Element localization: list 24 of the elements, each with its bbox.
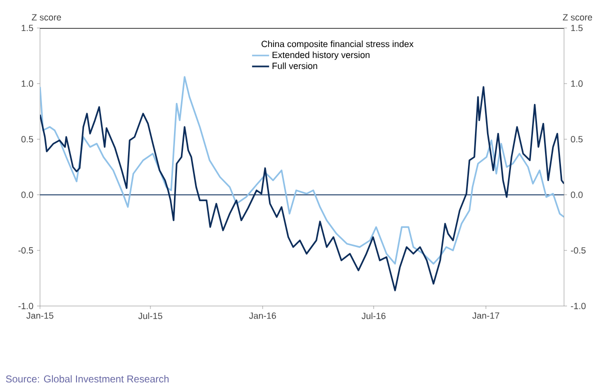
x-tick-label: Jul-15	[138, 312, 162, 320]
y2-tick-label: 0.0	[570, 192, 583, 198]
y-tick-label: 1.0	[22, 80, 34, 87]
y-tick-label: 0.0	[21, 192, 34, 198]
y-tick-label: 0.5	[21, 136, 34, 142]
y2-tick-label: 0.5	[570, 136, 583, 142]
y-tick-label: 1.5	[22, 24, 34, 32]
legend-label: Extended history version	[272, 51, 370, 60]
y-axis-title: Z score	[32, 14, 62, 20]
legend-title: China composite financial stress index	[262, 40, 414, 49]
y2-tick-label: 1.0	[571, 80, 583, 87]
x-tick-label: Jan-17	[472, 312, 500, 319]
y2-tick-label: 1.5	[571, 24, 583, 32]
source-note: Source: Global Investment Research	[6, 375, 169, 382]
x-tick-label: Jan-15	[26, 312, 54, 319]
x-tick-label: Jan-16	[249, 312, 276, 319]
y-tick-label: -1.0	[18, 302, 34, 310]
y2-axis-title: Z score	[562, 14, 592, 20]
legend-label: Full version	[272, 62, 318, 70]
y2-tick-label: -0.5	[570, 247, 586, 254]
x-tick-label: Jul-16	[362, 312, 386, 320]
line-series	[40, 86, 564, 292]
y2-tick-label: -1.0	[570, 302, 586, 310]
y-tick-label: -0.5	[18, 247, 34, 254]
